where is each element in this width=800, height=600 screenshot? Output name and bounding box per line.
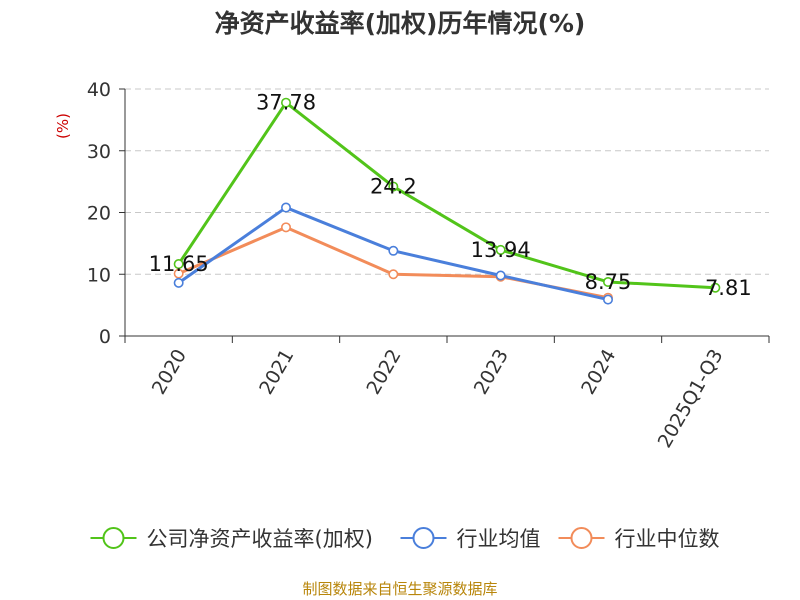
legend-item[interactable]: 公司净资产收益率(加权) — [90, 527, 373, 551]
y-tick-label: 30 — [87, 141, 111, 163]
data-label: 24.2 — [370, 175, 417, 199]
legend-swatch-marker — [412, 527, 435, 549]
y-tick-label: 20 — [87, 203, 111, 225]
data-label: 11.65 — [149, 252, 209, 276]
data-point — [388, 181, 399, 192]
y-axis-label: (%) — [54, 113, 72, 139]
data-labels: 11.65 37.78 24.2 13.94 8.75 7.81 — [149, 91, 752, 300]
data-label: 13.94 — [471, 238, 531, 262]
data-point — [388, 245, 399, 256]
y-tick-label: 40 — [87, 79, 111, 101]
y-tick-label: 0 — [99, 326, 111, 348]
data-point — [280, 222, 291, 233]
legend[interactable]: 公司净资产收益率(加权) 行业均值 行业中位数 — [90, 527, 720, 551]
grid-lines — [125, 88, 769, 275]
chart-title: 净资产收益率(加权)历年情况(%) — [215, 9, 586, 38]
x-tick-label: 2023 — [470, 345, 513, 398]
data-point — [602, 276, 613, 287]
data-point — [602, 294, 613, 305]
source-note: 制图数据来自恒生聚源数据库 — [302, 580, 497, 598]
series-lines — [173, 97, 721, 305]
legend-swatch-marker — [570, 527, 593, 549]
data-point — [280, 97, 291, 108]
data-point — [173, 268, 184, 279]
data-point — [173, 277, 184, 288]
y-tick-label: 10 — [87, 264, 111, 286]
data-point — [710, 282, 721, 293]
data-label: 8.75 — [585, 270, 632, 294]
x-tick-label: 2020 — [148, 346, 191, 399]
x-tick-label: 2024 — [577, 346, 620, 399]
series-line — [177, 101, 717, 290]
x-tick-label: 2025Q1-Q3 — [654, 346, 728, 452]
legend-swatch-marker — [102, 527, 125, 549]
legend-item[interactable]: 行业中位数 — [558, 527, 720, 551]
data-point — [173, 259, 184, 270]
legend-label: 公司净资产收益率(加权) — [147, 527, 373, 551]
data-point — [388, 269, 399, 280]
legend-label: 行业中位数 — [615, 527, 720, 551]
legend-item[interactable]: 行业均值 — [400, 527, 541, 551]
data-point — [495, 270, 506, 281]
data-label: 37.78 — [256, 91, 316, 115]
data-point — [495, 244, 506, 255]
x-tick-label: 2022 — [362, 346, 405, 399]
legend-label: 行业均值 — [457, 527, 541, 551]
data-label: 7.81 — [705, 276, 752, 300]
x-tick-label: 2021 — [255, 346, 298, 399]
data-point — [280, 202, 291, 213]
